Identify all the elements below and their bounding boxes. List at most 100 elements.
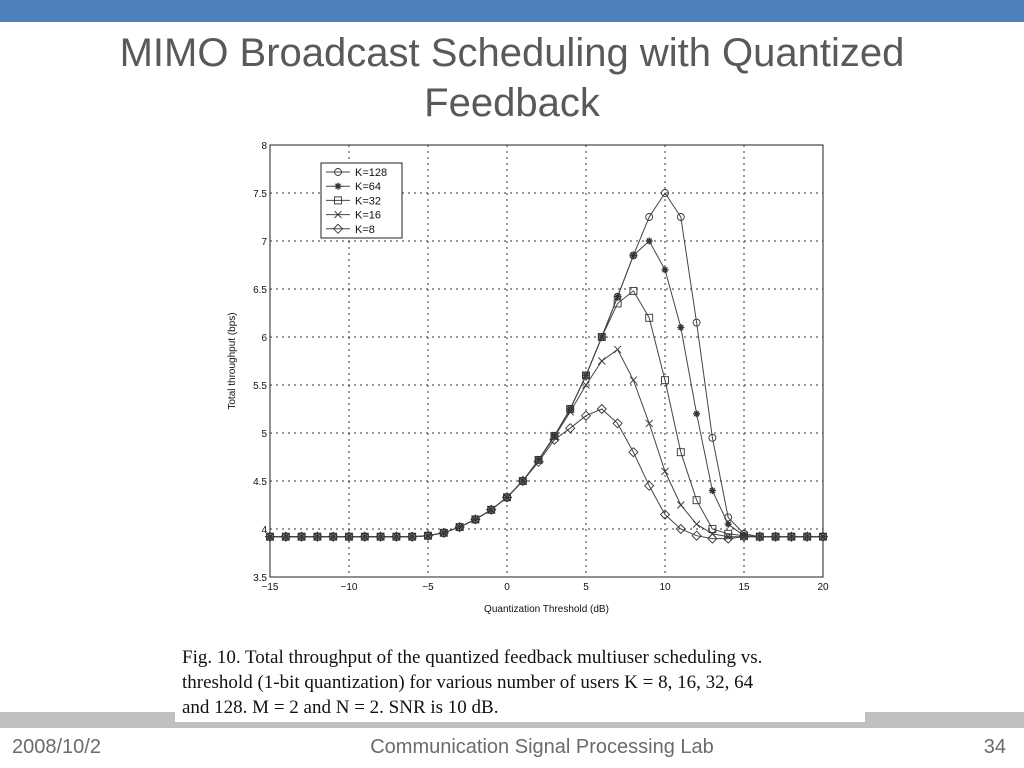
data-point [628, 447, 639, 458]
legend-marker-circle [334, 168, 342, 176]
data-point [582, 381, 590, 389]
data-point [501, 492, 513, 503]
data-point [518, 477, 527, 485]
y-tick-label: 5 [261, 429, 267, 440]
data-point [693, 410, 701, 418]
legend-label: K=128 [355, 167, 387, 179]
data-point [471, 515, 480, 524]
data-point [486, 504, 497, 515]
legend-label: K=8 [355, 224, 375, 236]
throughput-chart: −15 −10 −5 0 5 10 15 20 3.5 4 4.5 5 5.5 6 6.5 7 7.5 8 Quan… [227, 141, 829, 615]
data-point [645, 419, 654, 428]
caption-line-3: and 128. M = 2 and N = 2. SNR is 10 dB. [182, 697, 499, 718]
data-point [534, 455, 543, 464]
legend-label: K=64 [355, 181, 381, 193]
y-tick-label: 4 [261, 525, 267, 536]
legend-label: K=16 [355, 210, 381, 222]
data-point [802, 531, 813, 542]
data-point [675, 523, 686, 535]
caption-line-1: Fig. 10. Total throughput of the quantiz… [182, 647, 763, 668]
data-point [692, 318, 701, 327]
data-point [407, 531, 418, 542]
data-point [391, 531, 402, 542]
data-point [738, 531, 750, 542]
data-point [359, 531, 370, 542]
series-k-8 [264, 403, 829, 544]
slide-title: MIMO Broadcast Scheduling with Quantized… [0, 28, 1024, 128]
data-point [580, 410, 592, 421]
series-line [270, 408, 823, 540]
data-point [517, 475, 528, 487]
data-point [661, 467, 669, 476]
data-point [708, 487, 716, 495]
x-tick-label: 20 [817, 582, 829, 593]
data-point [817, 531, 829, 542]
data-point [280, 531, 291, 542]
data-point [439, 528, 448, 537]
data-point [661, 376, 669, 385]
legend-marker-square [334, 196, 342, 205]
data-point [770, 531, 781, 542]
data-point [613, 345, 622, 354]
data-point [533, 456, 544, 467]
data-point [597, 357, 606, 365]
y-tick-label: 8 [261, 141, 267, 152]
data-point [676, 501, 685, 509]
y-tick-label: 5.5 [253, 381, 267, 392]
data-point [708, 525, 717, 533]
x-tick-label: 0 [504, 582, 510, 593]
data-point [343, 531, 355, 542]
legend: K=128 K=64 K=32 K=16 K=8 [320, 162, 403, 239]
title-line-1: MIMO Broadcast Scheduling with Quantized [119, 31, 905, 75]
data-point [723, 533, 734, 544]
data-point [614, 293, 622, 301]
data-point [549, 434, 560, 445]
x-tick-label: −5 [422, 582, 434, 593]
x-tick-label: −10 [341, 582, 358, 593]
caption-line-2: threshold (1-bit quantization) for vario… [182, 672, 754, 693]
legend-marker-x [334, 210, 342, 219]
x-tick-label: 15 [738, 582, 750, 593]
page-number: 34 [983, 736, 1006, 758]
x-tick-label: −15 [262, 582, 279, 593]
x-axis-label: Quantization Threshold (dB) [484, 604, 609, 615]
y-axis-label: Total throughput (bps) [227, 312, 238, 409]
data-point [565, 423, 576, 434]
data-point [422, 530, 434, 541]
data-point [582, 371, 590, 380]
data-point [470, 514, 481, 525]
data-point [754, 531, 765, 542]
y-tick-label: 7.5 [253, 189, 267, 200]
y-tick-label: 6 [261, 333, 267, 344]
data-point [691, 530, 702, 541]
figure-caption: Fig. 10. Total throughput of the quantiz… [175, 645, 865, 722]
data-point [692, 496, 701, 505]
data-point [264, 531, 276, 542]
y-tick-label: 6.5 [253, 285, 267, 296]
y-tick-label: 7 [261, 237, 267, 248]
data-point [645, 213, 654, 221]
footer-date: 2008/10/2 [12, 736, 101, 758]
y-tick-label: 4.5 [253, 477, 267, 488]
data-point [661, 189, 669, 197]
data-point [438, 527, 449, 538]
legend-marker-diamond [332, 223, 344, 234]
data-point [629, 286, 638, 295]
data-point [645, 237, 653, 245]
data-point [296, 531, 307, 542]
data-point [375, 531, 386, 542]
data-point [454, 521, 465, 533]
top-accent-bar [0, 0, 1024, 22]
data-point [645, 313, 654, 322]
legend-marker-star [334, 182, 342, 190]
y-tick-label: 3.5 [253, 573, 267, 584]
footer-lab-name: Communication Signal Processing Lab [370, 736, 714, 758]
legend-label: K=32 [355, 195, 381, 207]
x-tick-label: 5 [583, 582, 589, 593]
data-point [503, 493, 511, 502]
data-point [659, 509, 671, 520]
data-point [708, 433, 717, 442]
data-point [328, 531, 339, 542]
data-point [724, 520, 732, 528]
data-point [455, 523, 464, 532]
